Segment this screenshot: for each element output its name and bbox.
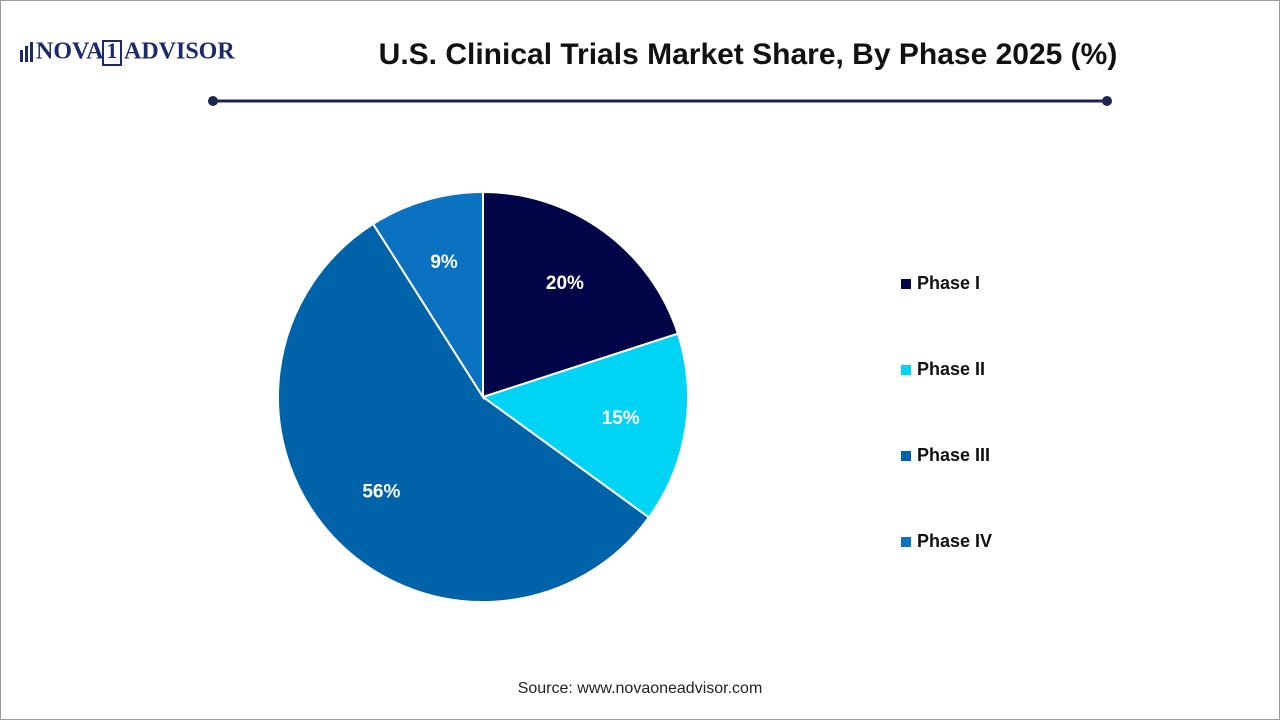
rule-dot xyxy=(1102,96,1112,106)
data-label: 15% xyxy=(602,408,640,429)
legend-swatch xyxy=(901,451,911,461)
legend-swatch xyxy=(901,279,911,289)
logo-text: NOVA xyxy=(36,39,104,65)
chart-title: U.S. Clinical Trials Market Share, By Ph… xyxy=(379,38,1118,71)
logo-text: 1 xyxy=(107,38,118,63)
source: Source: www.novaoneadvisor.com xyxy=(518,680,763,697)
logo-icon xyxy=(20,50,23,62)
pie-slice xyxy=(480,332,689,519)
legend-label: Phase II xyxy=(917,359,985,379)
logo: NOVA 1 ADVISOR xyxy=(20,38,235,66)
data-label: 20% xyxy=(546,273,584,294)
legend-label: Phase III xyxy=(917,445,990,465)
data-label: 56% xyxy=(362,481,400,502)
legend-swatch xyxy=(901,537,911,547)
legend-label: Phase IV xyxy=(917,531,992,551)
pie-slice xyxy=(277,222,651,603)
data-label: 9% xyxy=(430,252,458,273)
legend-label: Phase I xyxy=(917,273,980,293)
pie-slice xyxy=(371,190,484,401)
logo-icon xyxy=(30,42,33,62)
logo-text: ADVISOR xyxy=(124,39,235,65)
logo-icon xyxy=(25,46,28,62)
rule-dot xyxy=(208,96,218,106)
logo-box xyxy=(102,40,122,66)
legend-swatch xyxy=(901,365,911,375)
pie-slice xyxy=(482,190,680,399)
